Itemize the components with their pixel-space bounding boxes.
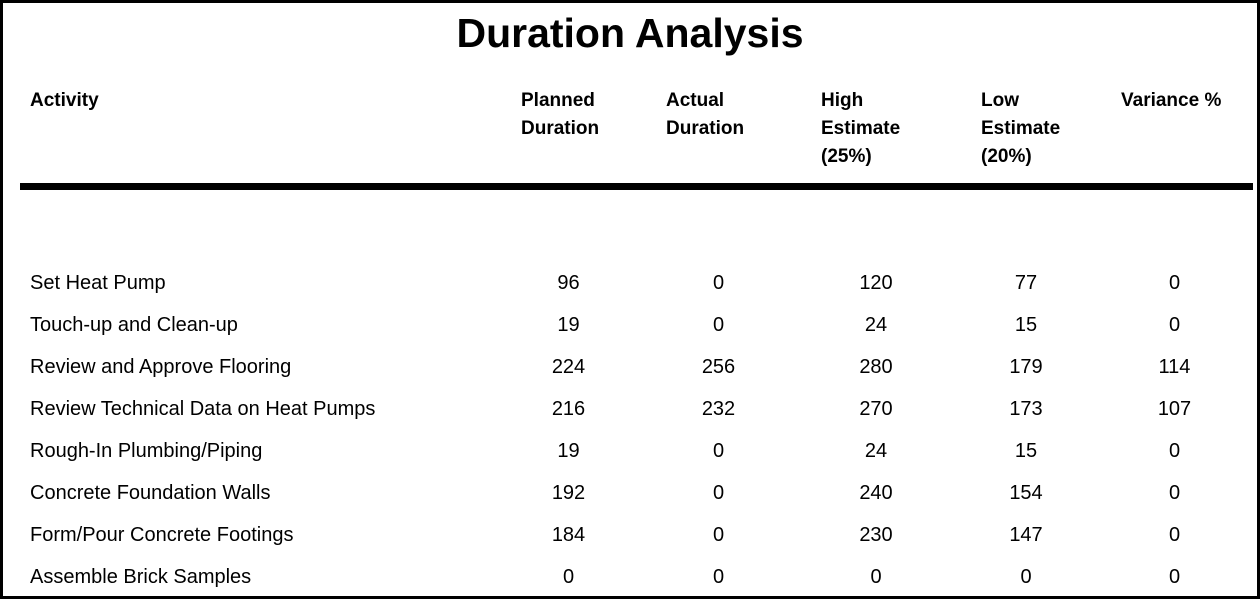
column-header-low-estimate: Low Estimate (20%) — [956, 87, 1096, 190]
high-estimate-cell: 120 — [859, 271, 893, 294]
high-estimate-cell: 230 — [859, 523, 893, 546]
table-row: Touch-up and Clean-up 19 0 24 15 0 — [20, 304, 1253, 346]
actual-duration-cell: 0 — [712, 271, 725, 294]
variance-cell: 0 — [1168, 565, 1181, 588]
column-header-actual-duration: Actual Duration — [641, 87, 796, 190]
activity-cell: Review Technical Data on Heat Pumps — [30, 397, 376, 420]
variance-cell: 107 — [1157, 397, 1192, 420]
activity-cell: Set Heat Pump — [30, 271, 166, 294]
activity-cell: Review and Approve Flooring — [30, 355, 292, 378]
activity-cell: Concrete Foundation Walls — [30, 481, 271, 504]
variance-cell: 0 — [1168, 271, 1181, 294]
column-header-variance: Variance % — [1096, 87, 1253, 190]
low-estimate-cell: 179 — [1009, 355, 1043, 378]
low-estimate-cell: 15 — [1014, 439, 1038, 462]
planned-duration-cell: 224 — [551, 355, 586, 378]
activity-cell: Form/Pour Concrete Footings — [30, 523, 294, 546]
variance-cell: 0 — [1168, 439, 1181, 462]
high-estimate-cell: 240 — [859, 481, 893, 504]
table-row: Form/Pour Concrete Footings 184 0 230 14… — [20, 514, 1253, 556]
high-estimate-cell: 270 — [859, 397, 893, 420]
column-header-high-estimate: High Estimate (25%) — [796, 87, 956, 190]
planned-duration-cell: 0 — [562, 565, 575, 588]
variance-cell: 114 — [1158, 355, 1191, 378]
actual-duration-cell: 0 — [712, 523, 725, 546]
table-row: Assemble Brick Samples 0 0 0 0 0 — [20, 556, 1253, 596]
low-estimate-cell: 147 — [1009, 523, 1043, 546]
activity-cell: Rough-In Plumbing/Piping — [30, 439, 263, 462]
actual-duration-cell: 256 — [701, 355, 736, 378]
high-estimate-cell: 280 — [859, 355, 893, 378]
variance-cell: 0 — [1168, 481, 1181, 504]
actual-duration-cell: 0 — [712, 439, 725, 462]
activity-cell: Touch-up and Clean-up — [30, 313, 238, 336]
high-estimate-cell: 0 — [870, 565, 882, 588]
actual-duration-cell: 0 — [712, 565, 725, 588]
actual-duration-cell: 232 — [701, 397, 736, 420]
duration-analysis-table: Activity Planned Duration Actual Duratio… — [20, 87, 1253, 596]
column-header-planned-duration: Planned Duration — [496, 87, 641, 190]
table-row: Review Technical Data on Heat Pumps 216 … — [20, 388, 1253, 430]
planned-duration-cell: 19 — [557, 439, 580, 462]
table-body: Set Heat Pump 96 0 120 77 0 Touch-up and… — [20, 262, 1253, 596]
page-title: Duration Analysis — [456, 10, 804, 56]
actual-duration-cell: 0 — [712, 481, 725, 504]
variance-cell: 0 — [1168, 313, 1181, 336]
low-estimate-cell: 173 — [1009, 397, 1043, 420]
table-header: Activity Planned Duration Actual Duratio… — [20, 87, 1253, 190]
header-gap-spacer — [20, 187, 1253, 263]
low-estimate-cell: 0 — [1020, 565, 1032, 588]
high-estimate-cell: 24 — [864, 313, 888, 336]
planned-duration-cell: 96 — [557, 271, 580, 294]
activity-cell: Assemble Brick Samples — [30, 565, 252, 588]
table-row: Review and Approve Flooring 224 256 280 … — [20, 346, 1253, 388]
column-header-activity: Activity — [20, 87, 496, 190]
planned-duration-cell: 19 — [557, 313, 580, 336]
planned-duration-cell: 216 — [551, 397, 586, 420]
actual-duration-cell: 0 — [712, 313, 725, 336]
variance-cell: 0 — [1168, 523, 1181, 546]
planned-duration-cell: 184 — [551, 523, 586, 546]
table-row: Set Heat Pump 96 0 120 77 0 — [20, 262, 1253, 304]
low-estimate-cell: 154 — [1009, 481, 1043, 504]
low-estimate-cell: 15 — [1014, 313, 1038, 336]
planned-duration-cell: 192 — [551, 481, 586, 504]
table-row: Rough-In Plumbing/Piping 19 0 24 15 0 — [20, 430, 1253, 472]
low-estimate-cell: 77 — [1014, 271, 1038, 294]
table-row: Concrete Foundation Walls 192 0 240 154 … — [20, 472, 1253, 514]
high-estimate-cell: 24 — [864, 439, 888, 462]
